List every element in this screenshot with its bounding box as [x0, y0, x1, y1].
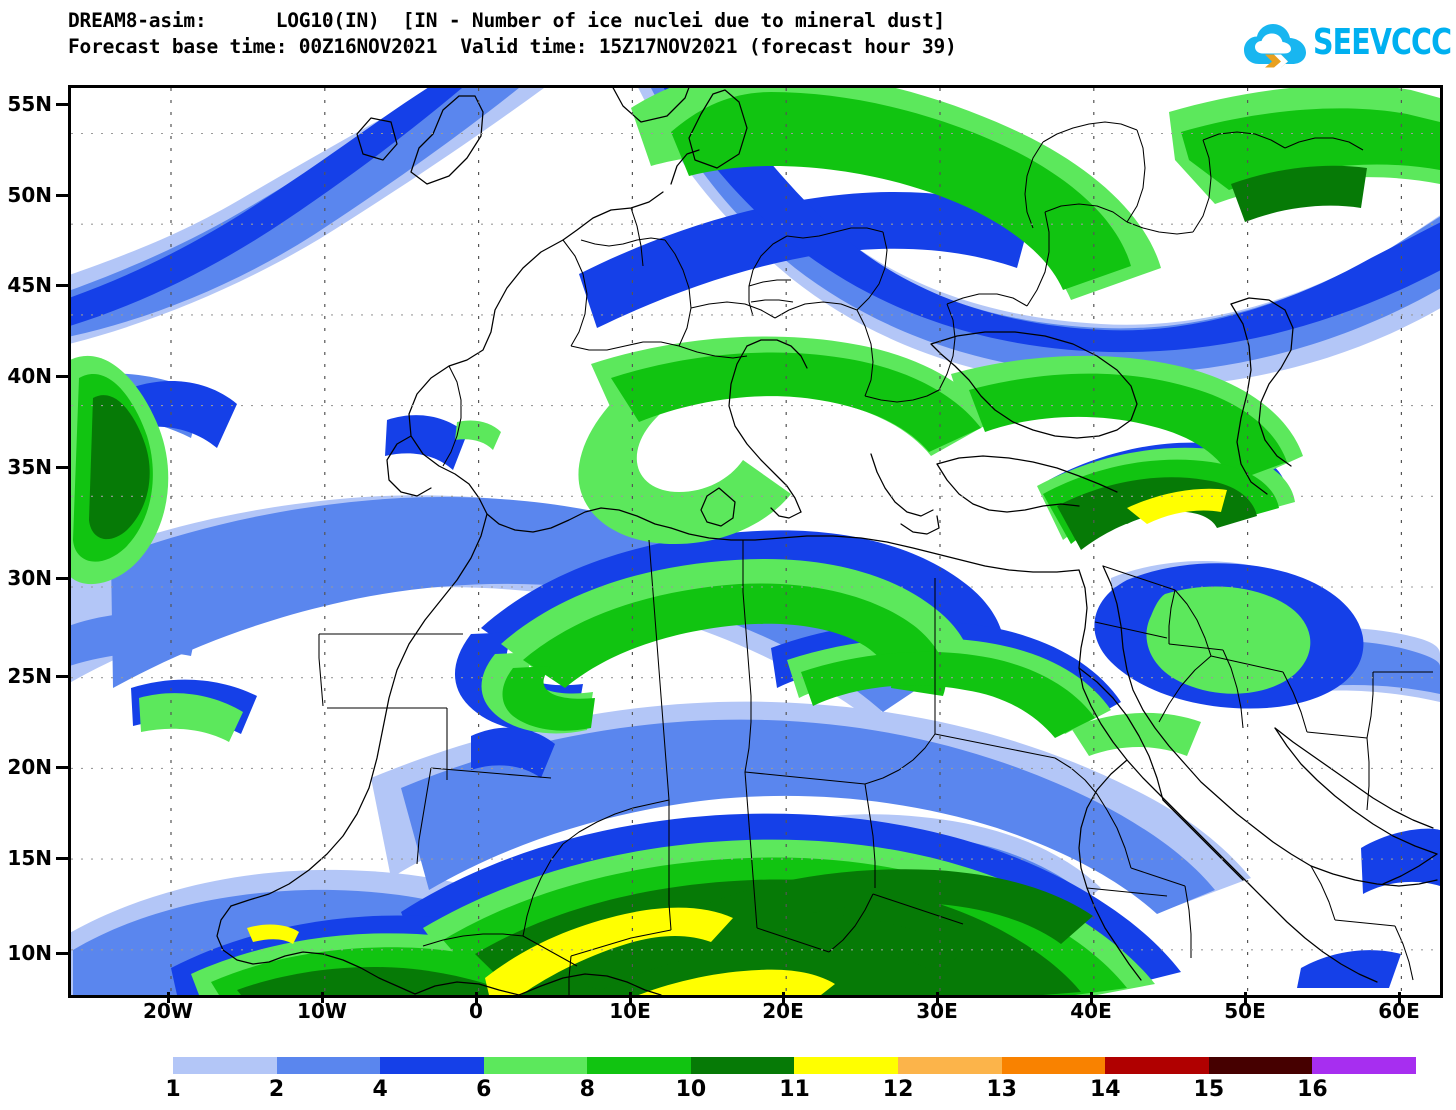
chart-header: DREAM8-asim: LOG10(IN) [IN - Number of i… — [68, 8, 1228, 60]
colorbar-swatch-pale-blue — [173, 1057, 277, 1074]
x-tick-label-60E: 60E — [1378, 999, 1420, 1023]
seevccc-logo: SEEVCCC — [1243, 16, 1452, 74]
colorbar-tick-label-10: 10 — [675, 1077, 707, 1102]
x-tick-mark — [321, 992, 324, 1003]
x-tick-label-50E: 50E — [1224, 999, 1266, 1023]
colorbar-tick-label-11: 11 — [779, 1077, 810, 1102]
y-tick-label-45N: 45N — [7, 273, 52, 297]
x-tick-mark — [1398, 992, 1401, 1003]
logo-wordmark: SEEVCCC — [1313, 22, 1452, 63]
y-tick-mark — [56, 577, 68, 580]
x-tick-label-10E: 10E — [609, 999, 651, 1023]
colorbar-tick-label-13: 13 — [986, 1077, 1017, 1102]
y-tick-label-30N: 30N — [7, 566, 52, 590]
y-tick-mark — [56, 375, 68, 378]
colorbar-swatch-dark-red — [1105, 1057, 1209, 1074]
y-tick-label-20N: 20N — [7, 755, 52, 779]
x-tick-mark — [1244, 992, 1247, 1003]
forecast-map[interactable] — [68, 85, 1443, 998]
x-tick-label-20E: 20E — [762, 999, 804, 1023]
colorbar-tick-label-4: 4 — [372, 1077, 388, 1102]
dust-concentration-field — [71, 88, 1440, 995]
colorbar-swatch-yellow — [794, 1057, 899, 1074]
y-tick-label-15N: 15N — [7, 846, 52, 870]
colorbar-swatch-maroon — [1208, 1057, 1313, 1074]
header-time-line: Forecast base time: 00Z16NOV2021 Valid t… — [68, 35, 957, 58]
x-tick-label-20W: 20W — [143, 999, 193, 1023]
gridlines — [71, 132, 1440, 951]
x-tick-label-10W: 10W — [297, 999, 347, 1023]
coastline-layer — [216, 88, 1438, 995]
x-tick-mark — [1090, 992, 1093, 1003]
y-tick-mark — [56, 952, 68, 955]
colorbar-swatch-strong-blue — [380, 1057, 484, 1074]
colorbar-swatch-orange — [1001, 1057, 1106, 1074]
colorbar-tick-label-8: 8 — [579, 1077, 595, 1102]
y-tick-mark — [56, 284, 68, 287]
y-tick-label-10N: 10N — [7, 941, 52, 965]
header-title-line: DREAM8-asim: LOG10(IN) [IN - Number of i… — [68, 9, 946, 32]
y-tick-mark — [56, 466, 68, 469]
x-tick-label-0: 0 — [469, 999, 483, 1023]
colorbar-tick-label-2: 2 — [268, 1077, 285, 1102]
colorbar-swatch-light-orange — [898, 1057, 1002, 1074]
colorbar-swatch-dark-green — [690, 1057, 795, 1074]
y-tick-label-55N: 55N — [7, 92, 52, 116]
x-tick-mark — [629, 992, 632, 1003]
colorbar[interactable] — [173, 1057, 1416, 1074]
y-tick-mark — [56, 103, 68, 106]
y-tick-label-40N: 40N — [7, 364, 52, 388]
y-tick-mark — [56, 766, 68, 769]
country-borders-layer — [318, 121, 1433, 995]
y-tick-label-50N: 50N — [7, 183, 52, 207]
y-tick-label-35N: 35N — [7, 455, 52, 479]
colorbar-tick-label-14: 14 — [1089, 1077, 1121, 1102]
x-tick-label-30E: 30E — [916, 999, 958, 1023]
x-tick-mark — [782, 992, 785, 1003]
colorbar-tick-label-15: 15 — [1193, 1077, 1225, 1102]
x-tick-mark — [475, 992, 478, 1003]
colorbar-swatch-violet — [1312, 1057, 1416, 1074]
y-tick-mark — [56, 857, 68, 860]
colorbar-tick-label-1: 1 — [165, 1077, 181, 1102]
y-tick-label-25N: 25N — [7, 664, 52, 688]
colorbar-swatch-light-green — [483, 1057, 588, 1074]
x-tick-mark — [936, 992, 939, 1003]
colorbar-swatch-green — [587, 1057, 691, 1074]
y-tick-mark — [56, 675, 68, 678]
colorbar-tick-label-12: 12 — [882, 1077, 914, 1102]
colorbar-tick-label-16: 16 — [1297, 1077, 1328, 1102]
colorbar-swatch-medium-blue — [276, 1057, 381, 1074]
x-tick-label-40E: 40E — [1070, 999, 1112, 1023]
cloud-icon — [1244, 24, 1306, 68]
x-tick-mark — [167, 992, 170, 1003]
y-tick-mark — [56, 194, 68, 197]
colorbar-tick-label-6: 6 — [476, 1077, 492, 1102]
